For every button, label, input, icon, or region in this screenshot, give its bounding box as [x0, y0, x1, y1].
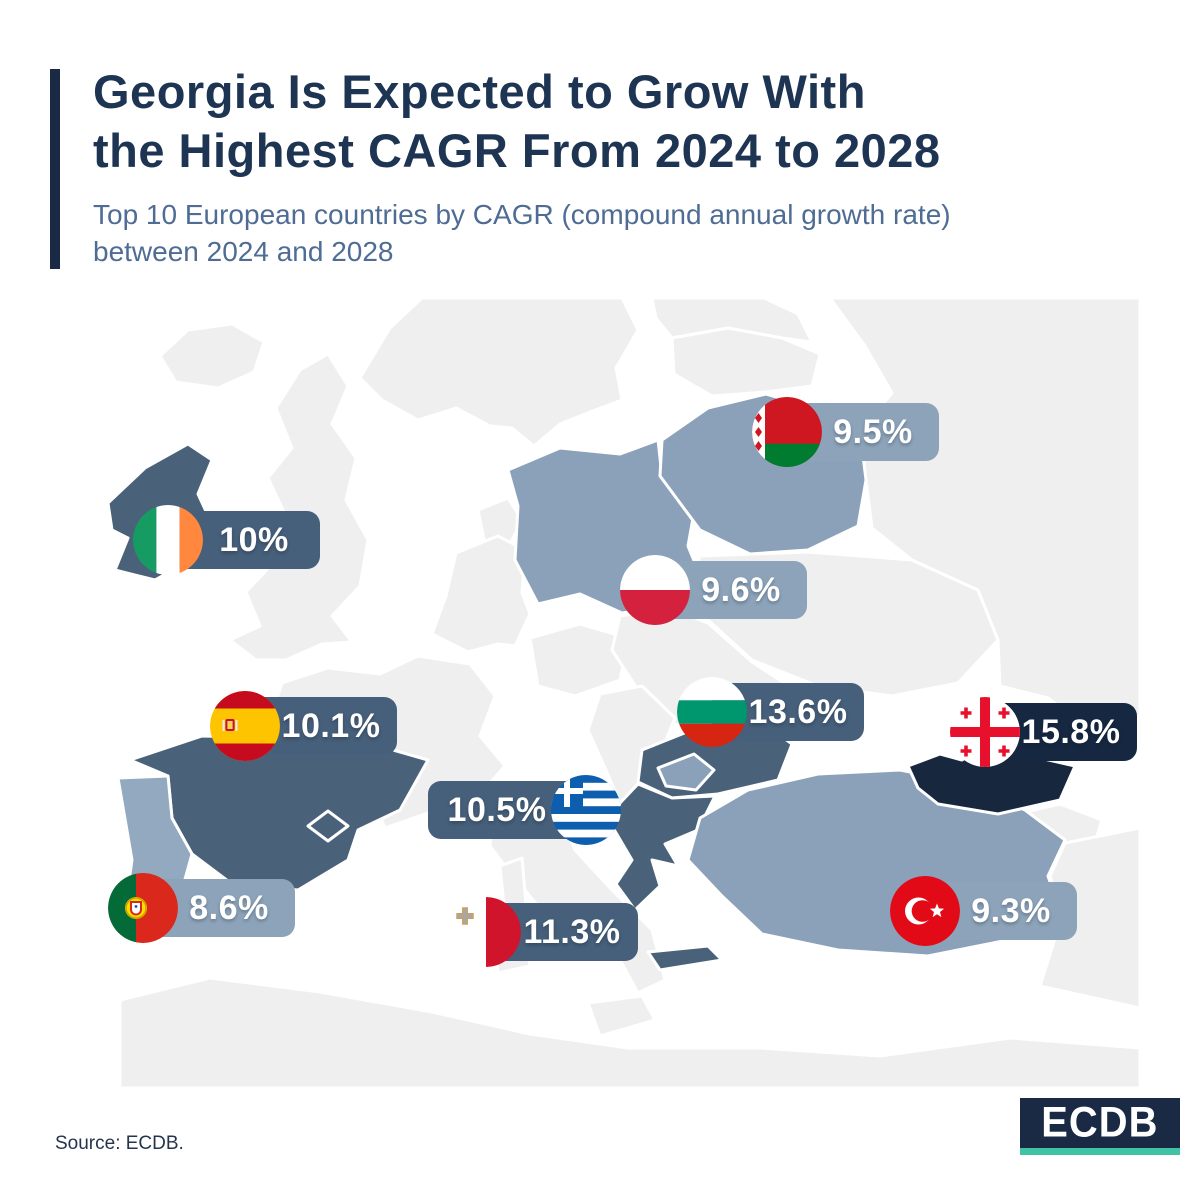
subtitle-line2: between 2024 and 2028 — [93, 236, 394, 267]
country-turkey-thrace — [656, 752, 716, 792]
title-line2: the Highest CAGR From 2024 to 2028 — [93, 124, 941, 177]
country-great-britain — [228, 352, 370, 662]
country-greece — [610, 782, 717, 912]
europe-map-area: 9.5% 10% 9.6% 10.1% 13.6% 15.8% 10.5% 8.6% 11.3%… — [60, 298, 1140, 1088]
title-accent-bar — [50, 69, 60, 269]
country-scandinavia — [358, 298, 640, 448]
island-sardinia — [490, 908, 532, 975]
country-iceland — [158, 322, 266, 390]
island-balearic — [306, 809, 350, 843]
page-subtitle: Top 10 European countries by CAGR (compo… — [93, 196, 951, 270]
country-germany — [430, 534, 532, 654]
europe-map — [106, 298, 1140, 1088]
ecdb-logo-underline — [1020, 1148, 1180, 1155]
island-crete — [646, 944, 724, 972]
island-sicily — [586, 994, 657, 1038]
country-czechia-austria — [528, 622, 630, 698]
ecdb-logo: ECDB — [1020, 1098, 1180, 1155]
country-baltics — [670, 326, 822, 398]
region-north-africa — [118, 976, 1140, 1088]
region-middle-east — [1038, 826, 1140, 1010]
country-ireland — [106, 442, 214, 582]
source-note: Source: ECDB. — [55, 1133, 184, 1154]
subtitle-line1: Top 10 European countries by CAGR (compo… — [93, 199, 951, 230]
title-line1: Georgia Is Expected to Grow With — [93, 65, 866, 118]
page-title: Georgia Is Expected to Grow With the Hig… — [93, 62, 941, 180]
ecdb-logo-text: ECDB — [1041, 1098, 1159, 1146]
island-corsica — [498, 856, 528, 908]
